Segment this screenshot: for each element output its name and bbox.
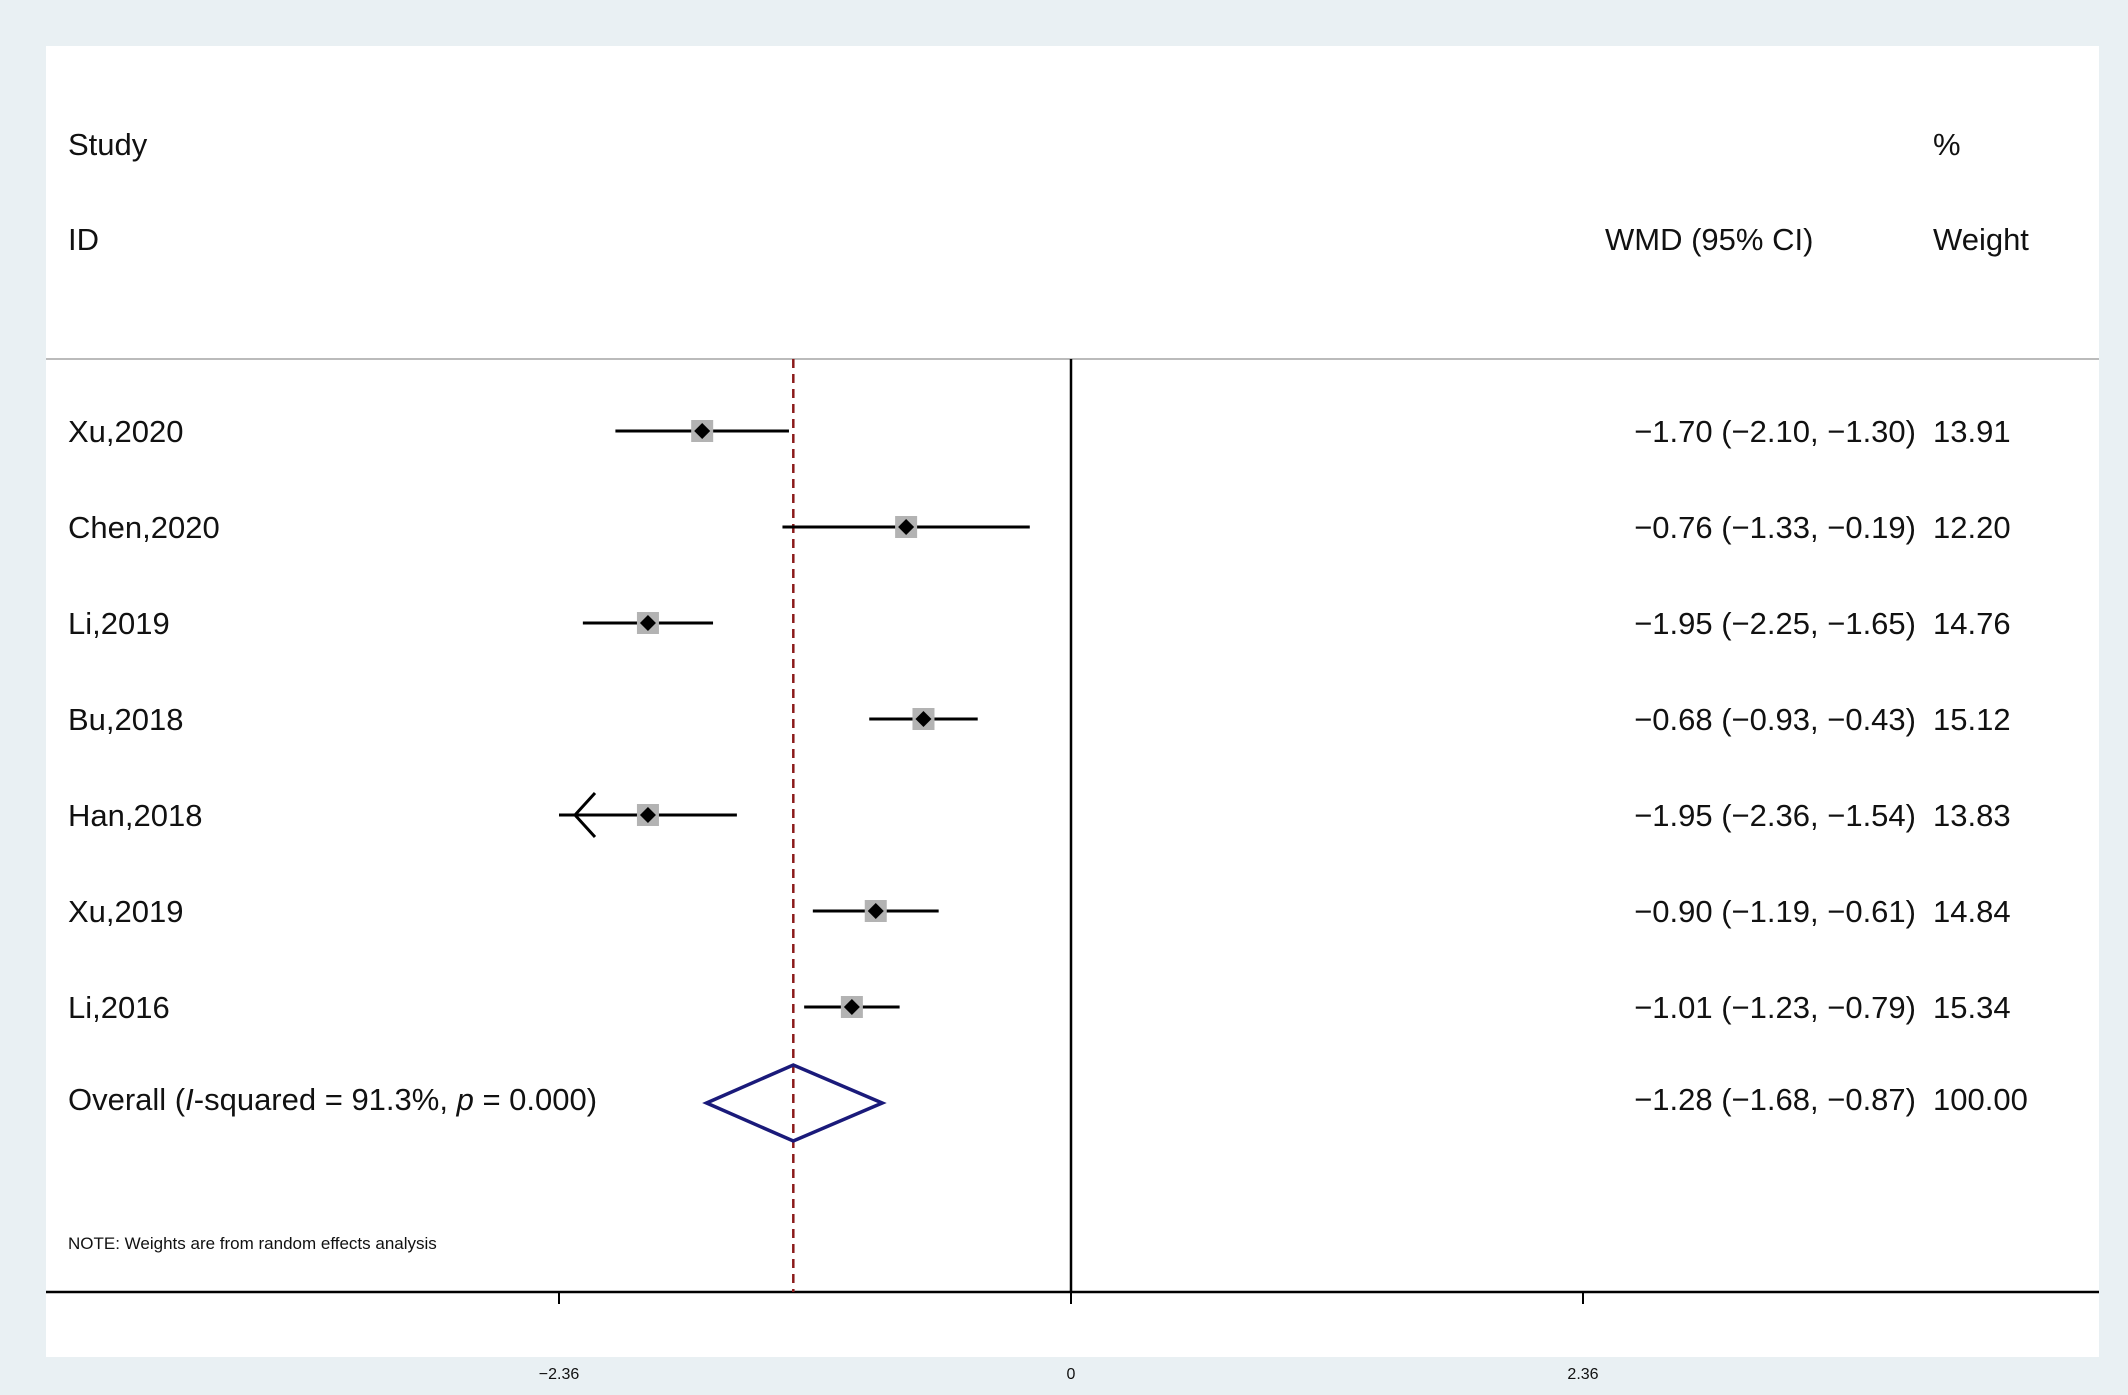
x-tick-label: 2.36: [1567, 1366, 1599, 1383]
overall-weight: 100.00: [1933, 1082, 2028, 1117]
study-ci: −1.95 (−2.36, −1.54): [1634, 798, 1916, 833]
point-estimate: [694, 423, 711, 439]
point-estimate: [639, 807, 656, 823]
study-ci: −0.76 (−1.33, −0.19): [1634, 510, 1916, 545]
header-weight: Weight: [1933, 222, 2029, 257]
x-tick-label: 0: [1066, 1366, 1076, 1383]
study-id: Li,2019: [68, 606, 170, 641]
x-tick-label: −2.36: [538, 1366, 580, 1383]
study-ci: −1.01 (−1.23, −0.79): [1634, 990, 1916, 1025]
header-effect: WMD (95% CI): [1605, 222, 1814, 257]
study-ci: −0.68 (−0.93, −0.43): [1634, 702, 1916, 737]
overall-diamond: [702, 1063, 887, 1143]
study-id: Li,2016: [68, 990, 170, 1025]
ci-arrow: [572, 791, 597, 839]
forest-plot-canvas: [46, 358, 2099, 1304]
study-weight: 15.12: [1933, 702, 2011, 737]
study-weight: 12.20: [1933, 510, 2011, 545]
study-weight: 14.76: [1933, 606, 2011, 641]
header-study: Study: [68, 127, 148, 162]
study-weight: 15.34: [1933, 990, 2011, 1025]
study-ci: −1.70 (−2.10, −1.30): [1634, 414, 1916, 449]
study-ci: −1.95 (−2.25, −1.65): [1634, 606, 1916, 641]
point-estimate: [639, 615, 656, 631]
footnote: NOTE: Weights are from random effects an…: [68, 1234, 437, 1253]
study-id: Han,2018: [68, 798, 203, 833]
study-id: Bu,2018: [68, 702, 184, 737]
study-weight: 13.91: [1933, 414, 2011, 449]
point-estimate: [843, 999, 860, 1015]
study-ci: −0.90 (−1.19, −0.61): [1634, 894, 1916, 929]
header-weight-percent: %: [1933, 127, 1961, 162]
header-id: ID: [68, 222, 99, 257]
study-weight: 13.83: [1933, 798, 2011, 833]
point-estimate: [867, 903, 884, 919]
overall-label: Overall (I-squared = 91.3%, p = 0.000): [68, 1082, 598, 1117]
study-id: Xu,2020: [68, 414, 184, 449]
point-estimate: [898, 519, 915, 535]
forest-plot: Study ID WMD (95% CI) % Weight −2.36 0 2.3…: [46, 46, 2099, 1383]
point-estimate: [915, 711, 932, 727]
study-id: Chen,2020: [68, 510, 220, 545]
study-id: Xu,2019: [68, 894, 184, 929]
study-weight: 14.84: [1933, 894, 2011, 929]
overall-ci: −1.28 (−1.68, −0.87): [1634, 1082, 1916, 1117]
